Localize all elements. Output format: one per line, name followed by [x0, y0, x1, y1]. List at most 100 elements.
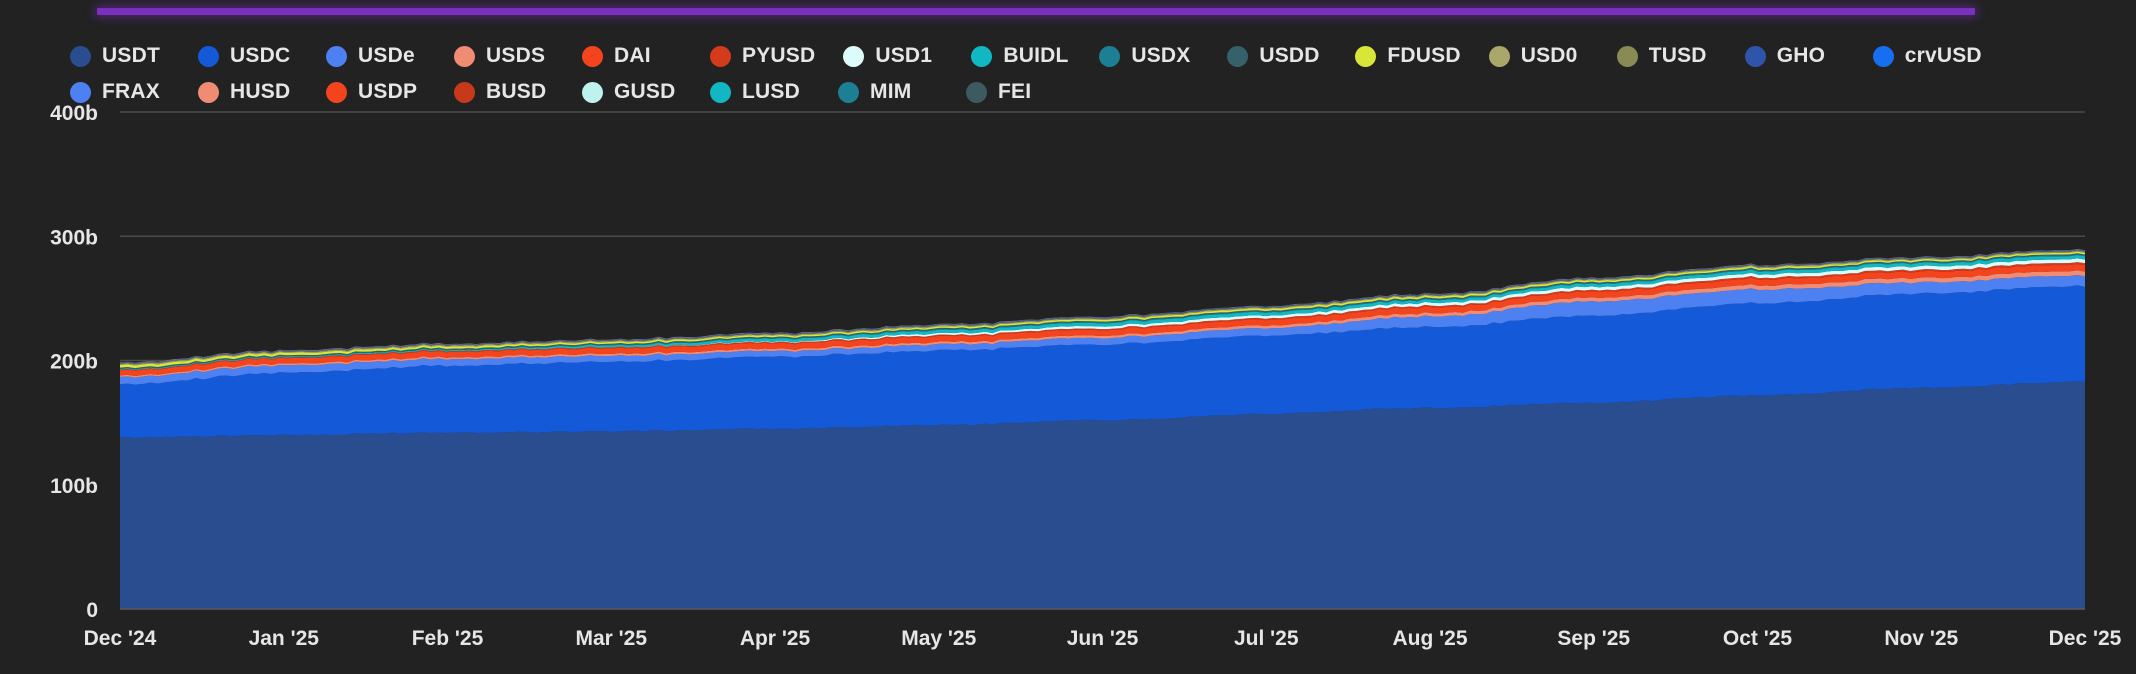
legend-label: USDD — [1259, 44, 1320, 67]
x-tick-label: May '25 — [901, 627, 976, 650]
x-tick-label: Nov '25 — [1884, 627, 1958, 650]
x-tick-label: Jan '25 — [249, 627, 320, 650]
legend-item-usdx[interactable]: USDX — [1099, 44, 1199, 68]
legend-label: FRAX — [102, 80, 160, 103]
y-tick-label: 300b — [50, 226, 98, 249]
legend-swatch-icon — [326, 81, 347, 103]
legend-item-usdp[interactable]: USDP — [326, 80, 426, 104]
legend-label: USD0 — [1520, 44, 1578, 67]
legend-item-husd[interactable]: HUSD — [198, 80, 298, 104]
area-series-usdd — [120, 253, 2085, 370]
legend-swatch-icon — [710, 81, 731, 103]
legend-swatch-icon — [198, 81, 219, 103]
legend-item-usds[interactable]: USDS — [454, 44, 554, 68]
legend-item-usdt[interactable]: USDT — [70, 44, 170, 68]
legend-item-fdusd[interactable]: FDUSD — [1355, 44, 1461, 68]
legend-swatch-icon — [1355, 45, 1377, 67]
legend-swatch-icon — [1744, 45, 1766, 67]
area-series-pyusd — [120, 262, 2085, 371]
legend-item-crvusd[interactable]: crvUSD — [1872, 44, 1982, 68]
legend-item-usdd[interactable]: USDD — [1227, 44, 1327, 68]
legend-item-usd1[interactable]: USD1 — [843, 44, 943, 68]
legend-label: crvUSD — [1904, 44, 1982, 67]
legend-item-lusd[interactable]: LUSD — [710, 80, 810, 104]
legend-swatch-icon — [70, 45, 91, 67]
legend-label: BUIDL — [1003, 44, 1069, 67]
legend-item-usde[interactable]: USDe — [326, 44, 426, 68]
legend-label: USDT — [102, 44, 160, 67]
x-tick-label: Sep '25 — [1557, 627, 1630, 650]
area-series-buidl — [120, 254, 2085, 371]
area-series-dai — [120, 264, 2085, 376]
legend-item-busd[interactable]: BUSD — [454, 80, 554, 104]
area-series-usde — [120, 274, 2085, 385]
y-tick-label: 400b — [50, 102, 98, 125]
legend-swatch-icon — [1488, 45, 1510, 67]
legend-label: GUSD — [614, 80, 676, 103]
legend-swatch-icon — [1227, 45, 1249, 67]
x-tick-label: Jun '25 — [1067, 627, 1139, 650]
x-tick-label: Apr '25 — [740, 627, 811, 650]
x-tick-label: Oct '25 — [1723, 627, 1793, 650]
legend-swatch-icon — [710, 45, 731, 67]
legend-item-dai[interactable]: DAI — [582, 44, 682, 68]
area-series-usdx — [120, 254, 2085, 370]
legend-swatch-icon — [454, 45, 475, 67]
legend-row-1: FRAX HUSD USDP BUSD GUSD LUSD MIM FEI — [70, 74, 2060, 110]
x-tick-label: Dec '25 — [2049, 627, 2122, 650]
legend-swatch-icon — [198, 45, 219, 67]
legend-label: MIM — [870, 80, 912, 103]
legend-item-mim[interactable]: MIM — [838, 80, 938, 104]
x-tick-label: Mar '25 — [575, 627, 647, 650]
top-accent-bar — [97, 8, 1975, 15]
y-tick-label: 100b — [50, 475, 98, 498]
legend-label: USDS — [486, 44, 546, 67]
area-series-group — [120, 248, 2085, 609]
area-series-fdusd — [120, 251, 2085, 369]
legend-swatch-icon — [454, 81, 475, 103]
legend-swatch-icon — [843, 45, 865, 67]
legend-item-usd0[interactable]: USD0 — [1488, 44, 1589, 68]
legend-label: USDe — [358, 44, 415, 67]
area-series-usdc — [120, 285, 2085, 439]
area-series-usds — [120, 270, 2085, 378]
legend-item-usdc[interactable]: USDC — [198, 44, 298, 68]
legend-swatch-icon — [326, 45, 347, 67]
legend-label: HUSD — [230, 80, 291, 103]
legend-label: LUSD — [742, 80, 800, 103]
y-tick-label: 200b — [50, 351, 98, 374]
legend-swatch-icon — [1616, 45, 1638, 67]
legend-item-tusd[interactable]: TUSD — [1616, 44, 1717, 68]
legend-swatch-icon — [70, 81, 91, 103]
legend-label: DAI — [614, 44, 651, 67]
legend-item-buidl[interactable]: BUIDL — [971, 44, 1071, 68]
legend-label: USDC — [230, 44, 291, 67]
legend-label: USDP — [358, 80, 418, 103]
legend-label: USD1 — [875, 44, 933, 67]
legend-label: BUSD — [486, 80, 547, 103]
legend-swatch-icon — [971, 45, 993, 67]
x-tick-label: Feb '25 — [412, 627, 484, 650]
legend-item-fei[interactable]: FEI — [966, 80, 1066, 104]
y-tick-label: 0 — [86, 599, 98, 622]
legend-item-frax[interactable]: FRAX — [70, 80, 170, 104]
legend-swatch-icon — [966, 81, 987, 103]
legend-item-gho[interactable]: GHO — [1744, 44, 1845, 68]
x-tick-label: Jul '25 — [1234, 627, 1299, 650]
legend-swatch-icon — [838, 81, 859, 103]
legend-swatch-icon — [1872, 45, 1894, 67]
legend-item-pyusd[interactable]: PYUSD — [710, 44, 815, 68]
legend-swatch-icon — [582, 45, 603, 67]
legend-item-gusd[interactable]: GUSD — [582, 80, 682, 104]
legend-swatch-icon — [1099, 45, 1121, 67]
legend-label: FDUSD — [1387, 44, 1461, 67]
legend-label: TUSD — [1648, 44, 1707, 67]
legend-label: FEI — [998, 80, 1032, 103]
x-tick-label: Aug '25 — [1392, 627, 1467, 650]
area-series-usd0 — [120, 250, 2085, 366]
legend-label: PYUSD — [742, 44, 816, 67]
legend-label: GHO — [1776, 44, 1826, 67]
area-series-usd1 — [120, 258, 2085, 371]
